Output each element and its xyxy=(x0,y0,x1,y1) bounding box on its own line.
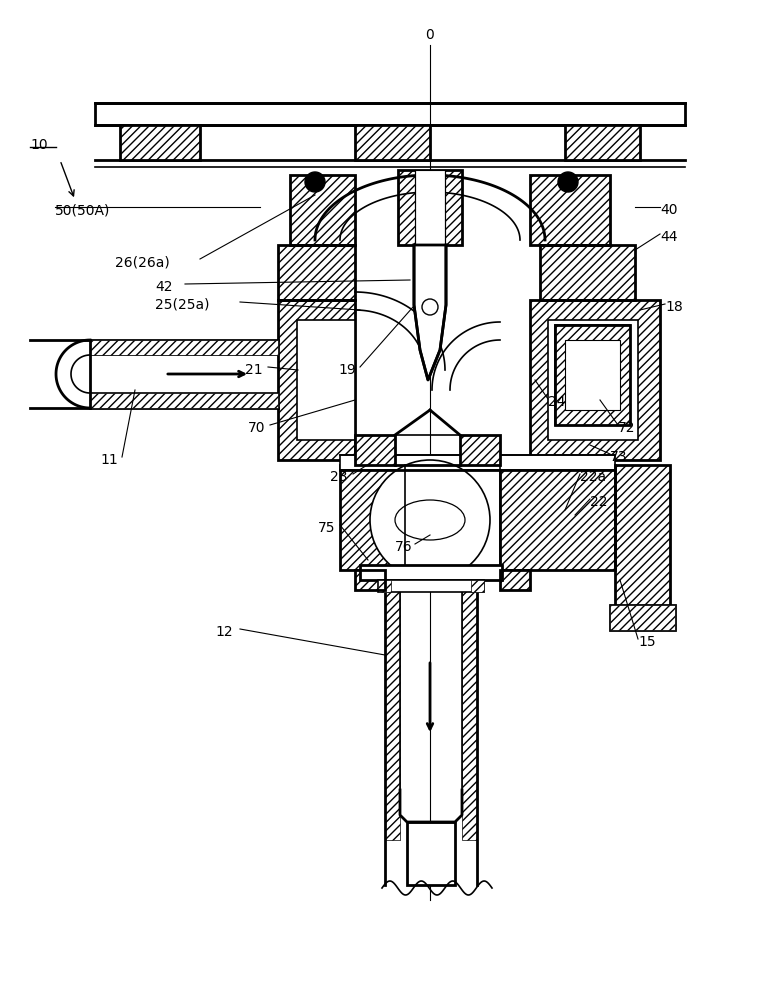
Bar xyxy=(120,125,200,160)
Circle shape xyxy=(558,172,578,192)
Text: 75: 75 xyxy=(318,521,336,535)
Text: 19: 19 xyxy=(338,363,356,377)
Text: 24: 24 xyxy=(548,395,566,409)
Bar xyxy=(555,325,630,425)
Text: 26(26a): 26(26a) xyxy=(115,255,170,269)
Bar xyxy=(530,300,660,460)
Text: 22a: 22a xyxy=(580,470,606,484)
Text: 21: 21 xyxy=(245,363,262,377)
Bar xyxy=(340,455,615,470)
Bar xyxy=(290,175,355,245)
Text: 22: 22 xyxy=(590,495,608,509)
Bar xyxy=(355,570,385,590)
Bar xyxy=(565,340,620,410)
Bar xyxy=(355,570,385,590)
Bar xyxy=(540,245,635,300)
Text: 44: 44 xyxy=(660,230,678,244)
Bar xyxy=(500,465,615,570)
Bar xyxy=(120,125,200,160)
Bar xyxy=(555,325,630,425)
Bar xyxy=(340,465,405,570)
Text: 70: 70 xyxy=(248,421,266,435)
Bar xyxy=(360,565,502,580)
Text: 23: 23 xyxy=(330,470,347,484)
Bar xyxy=(500,570,530,590)
Bar xyxy=(90,393,278,408)
Bar xyxy=(385,570,400,840)
Text: 11: 11 xyxy=(100,453,118,467)
Bar xyxy=(378,580,391,592)
Circle shape xyxy=(370,460,490,580)
Bar xyxy=(610,605,675,630)
Bar xyxy=(565,125,640,160)
Bar xyxy=(530,175,610,245)
Bar xyxy=(398,170,462,245)
Bar xyxy=(540,245,635,300)
Circle shape xyxy=(305,172,325,192)
Bar xyxy=(530,300,660,460)
Text: 72: 72 xyxy=(618,421,635,435)
Bar xyxy=(460,435,500,465)
Text: 10: 10 xyxy=(30,138,48,152)
Bar xyxy=(355,125,430,160)
Bar xyxy=(355,125,430,160)
Text: 15: 15 xyxy=(638,635,655,649)
Bar xyxy=(500,570,530,590)
Bar xyxy=(355,435,395,465)
Text: 50(50A): 50(50A) xyxy=(55,203,110,217)
Bar xyxy=(278,245,355,300)
Text: 73: 73 xyxy=(610,450,628,464)
Bar xyxy=(615,465,670,610)
Polygon shape xyxy=(414,245,446,380)
Bar xyxy=(340,465,405,570)
Bar xyxy=(462,570,477,840)
Bar xyxy=(615,465,670,610)
Text: 40: 40 xyxy=(660,203,678,217)
Bar xyxy=(565,125,640,160)
Bar xyxy=(610,605,675,630)
Text: 0: 0 xyxy=(425,28,435,42)
Bar xyxy=(555,325,630,425)
Text: 12: 12 xyxy=(215,625,232,639)
Bar xyxy=(355,435,395,465)
Text: 76: 76 xyxy=(395,540,412,554)
Circle shape xyxy=(422,299,438,315)
Bar xyxy=(407,822,455,885)
Text: 25(25a): 25(25a) xyxy=(155,298,209,312)
Bar xyxy=(415,170,445,245)
Bar xyxy=(290,175,355,245)
Text: 42: 42 xyxy=(155,280,172,294)
Bar xyxy=(471,580,484,592)
Bar xyxy=(297,320,355,440)
Bar xyxy=(90,340,278,355)
Bar xyxy=(95,103,685,125)
Bar xyxy=(460,435,500,465)
Bar xyxy=(278,300,355,460)
Bar xyxy=(548,320,638,440)
Bar xyxy=(278,300,355,460)
Bar xyxy=(378,580,484,592)
Bar xyxy=(278,245,355,300)
Text: 18: 18 xyxy=(665,300,682,314)
Bar xyxy=(398,170,462,245)
Bar xyxy=(500,465,615,570)
Bar xyxy=(530,175,610,245)
